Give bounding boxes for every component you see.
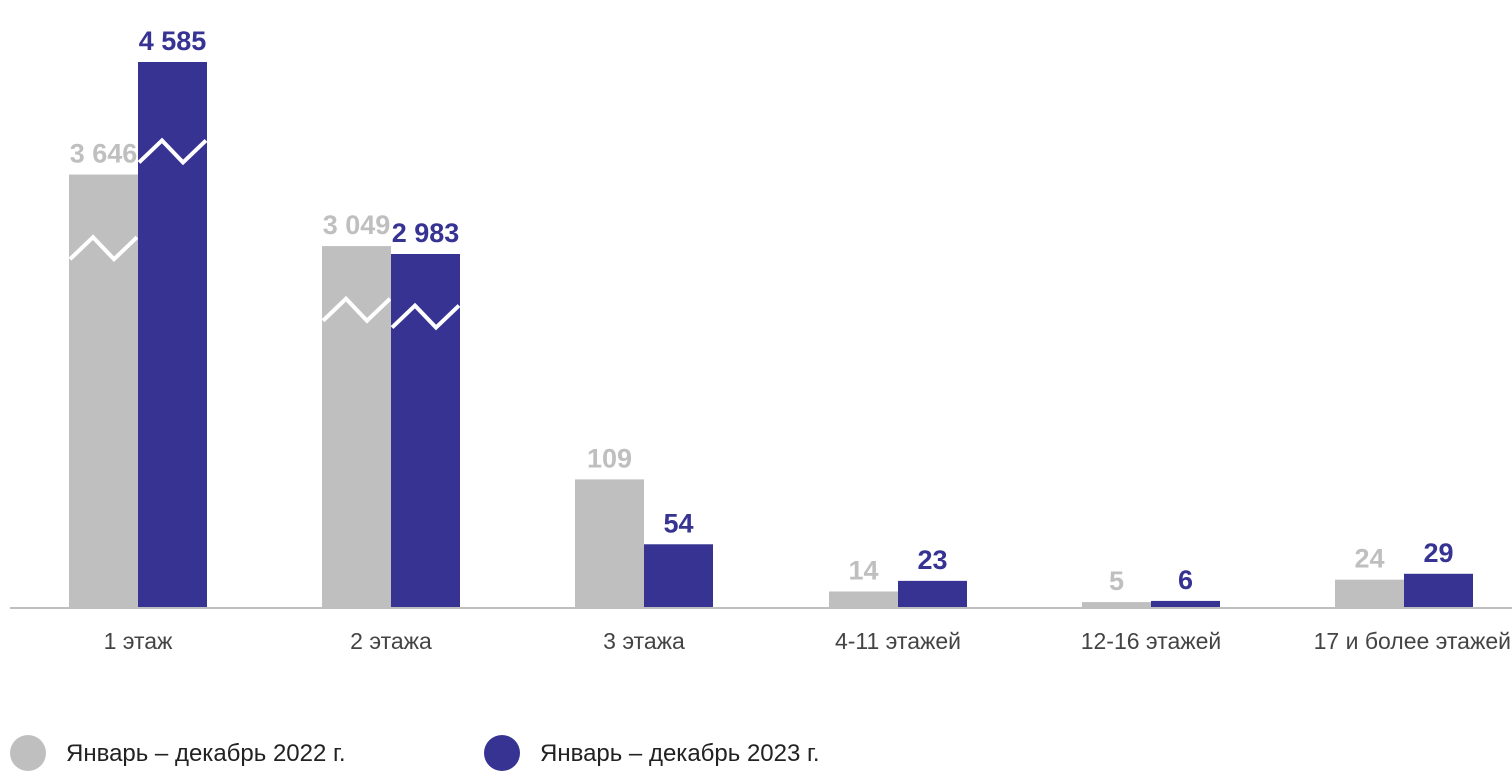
bar-2022-3[interactable] <box>829 591 898 608</box>
axis-break-2023-0 <box>137 137 208 166</box>
bar-2023-5[interactable] <box>1404 573 1473 608</box>
legend-swatch-2022 <box>10 735 46 771</box>
bar-2023-4[interactable] <box>1151 600 1220 608</box>
axis-break-2022-1 <box>321 295 392 324</box>
x-tick-label-4: 12-16 этажей <box>1081 628 1222 654</box>
data-label-2022-1: 3 049 <box>323 210 391 240</box>
data-label-2023-0: 4 585 <box>139 26 207 56</box>
legend-label-2022: Январь – декабрь 2022 г. <box>66 740 346 767</box>
data-label-2022-4: 5 <box>1109 566 1124 596</box>
data-label-2022-0: 3 646 <box>70 139 138 169</box>
labels-group: 3 646 3 049 109 14 5 24 4 585 2 983 54 23 6 29 1 эта… <box>70 26 1511 654</box>
data-label-2023-2: 54 <box>663 508 693 538</box>
bar-2022-2[interactable] <box>575 479 644 608</box>
legend: Январь – декабрь 2022 г. Январь – декабр… <box>10 732 1010 772</box>
data-label-2023-4: 6 <box>1178 565 1193 595</box>
bars-group <box>68 62 1473 609</box>
data-label-2023-5: 29 <box>1423 538 1453 568</box>
bar-2022-5[interactable] <box>1335 579 1404 608</box>
bar-2022-4[interactable] <box>1082 602 1151 608</box>
x-tick-label-1: 2 этажа <box>350 628 432 654</box>
legend-label-2023: Январь – декабрь 2023 г. <box>540 740 820 767</box>
axis-break-2022-0 <box>68 234 139 263</box>
bar-2023-0[interactable] <box>138 62 207 608</box>
bar-2023-3[interactable] <box>898 580 967 608</box>
bar-chart: 3 646 3 049 109 14 5 24 4 585 2 983 54 23 6 29 1 эта… <box>10 26 1512 654</box>
x-tick-label-2: 3 этажа <box>603 628 685 654</box>
data-label-2022-2: 109 <box>587 443 632 473</box>
bar-2022-1[interactable] <box>322 246 391 608</box>
data-label-2023-3: 23 <box>917 545 947 575</box>
bar-2022-0[interactable] <box>69 174 138 609</box>
bar-2023-1[interactable] <box>391 254 460 608</box>
x-tick-label-0: 1 этаж <box>104 628 173 654</box>
bar-2023-2[interactable] <box>644 544 713 608</box>
x-tick-label-3: 4-11 этажей <box>835 628 961 654</box>
data-label-2022-3: 14 <box>848 555 878 585</box>
legend-swatch-2023 <box>484 735 520 771</box>
data-label-2023-1: 2 983 <box>392 218 460 248</box>
x-tick-label-5: 17 и более этажей <box>1314 628 1511 654</box>
data-label-2022-5: 24 <box>1354 544 1384 574</box>
axis-break-2023-1 <box>390 302 461 331</box>
